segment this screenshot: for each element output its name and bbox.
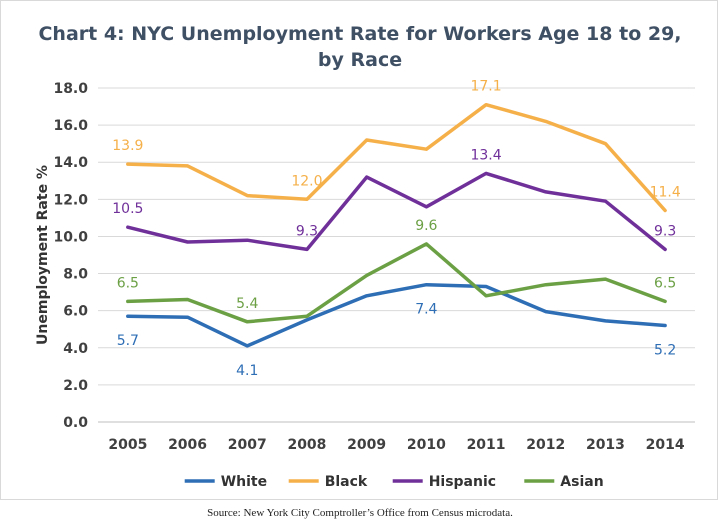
legend: White Black Hispanic Asian	[184, 474, 604, 490]
x-tick-label: 2009	[347, 437, 386, 453]
data-label: 7.4	[415, 302, 437, 318]
series-line-asian	[126, 242, 667, 324]
y-axis-label: Unemployment Rate %	[35, 165, 51, 345]
data-labels: 13.9 12.0 17.1 11.4 10.5 9.3 13.4 9.3 6.5 5.4 9.6 6…	[112, 79, 681, 379]
x-tick-label: 2008	[287, 437, 326, 453]
y-tick-label: 6.0	[63, 304, 88, 320]
x-axis-ticks: 2005 2006 2007 2008 2009 2010 2011 2012 2013 2014	[108, 437, 685, 453]
data-label: 13.9	[112, 138, 143, 154]
data-label: 12.0	[291, 173, 322, 189]
data-label: 9.6	[415, 218, 437, 234]
series-line-black	[126, 102, 667, 213]
data-label: 9.3	[296, 223, 318, 239]
source-note: Source: New York City Comptroller’s Offi…	[207, 507, 513, 519]
chart-frame	[0, 0, 718, 500]
data-label: 4.1	[236, 363, 258, 379]
x-tick-label: 2012	[526, 437, 565, 453]
data-label: 11.4	[650, 184, 681, 200]
x-tick-label: 2014	[646, 437, 685, 453]
y-tick-label: 18.0	[53, 81, 88, 97]
data-label: 6.5	[654, 275, 676, 291]
y-axis-ticks: 0.0 2.0 4.0 6.0 8.0 10.0 12.0 14.0 16.0 18.0	[53, 81, 88, 431]
y-tick-label: 10.0	[53, 229, 88, 245]
gridlines	[98, 87, 695, 423]
x-tick-label: 2010	[407, 437, 446, 453]
data-label: 5.4	[236, 296, 258, 312]
legend-label-hispanic: Hispanic	[429, 474, 496, 490]
y-tick-label: 16.0	[53, 118, 88, 134]
y-tick-label: 2.0	[63, 378, 88, 394]
data-label: 5.2	[654, 343, 676, 359]
x-tick-label: 2013	[586, 437, 625, 453]
data-label: 9.3	[654, 223, 676, 239]
data-label: 5.7	[117, 333, 139, 349]
data-label: 13.4	[470, 147, 501, 163]
x-tick-label: 2005	[108, 437, 147, 453]
x-tick-label: 2007	[228, 437, 267, 453]
y-tick-label: 0.0	[63, 415, 88, 431]
legend-label-asian: Asian	[560, 474, 603, 490]
line-chart: Chart 4: NYC Unemployment Rate for Worke…	[35, 23, 695, 490]
series-lines	[126, 102, 667, 348]
series-line-white	[126, 282, 667, 348]
x-tick-label: 2006	[168, 437, 207, 453]
x-tick-label: 2011	[467, 437, 506, 453]
series-line-hispanic	[126, 171, 667, 252]
y-tick-label: 12.0	[53, 192, 88, 208]
legend-label-white: White	[221, 474, 267, 490]
data-label: 10.5	[112, 201, 143, 217]
legend-label-black: Black	[325, 474, 368, 490]
chart-title-line-1: Chart 4: NYC Unemployment Rate for Worke…	[38, 23, 681, 45]
y-tick-label: 8.0	[63, 267, 88, 283]
data-label: 17.1	[470, 79, 501, 95]
chart-title-line-2: by Race	[318, 49, 402, 71]
y-tick-label: 14.0	[53, 155, 88, 171]
data-label: 6.5	[117, 275, 139, 291]
y-tick-label: 4.0	[63, 341, 88, 357]
